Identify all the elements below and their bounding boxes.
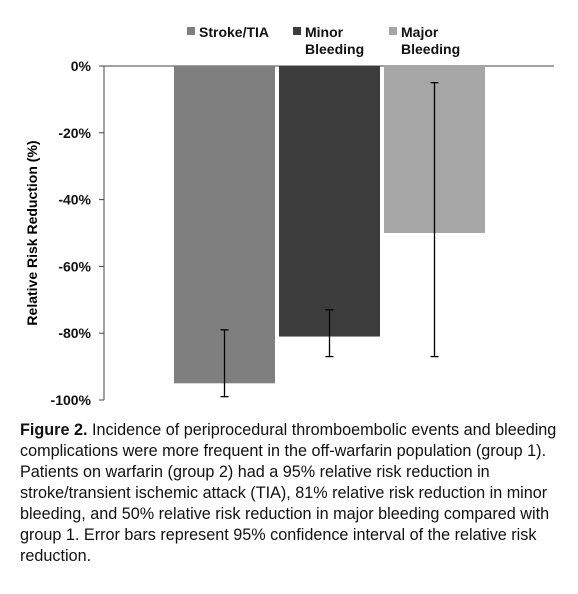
legend-label: Bleeding bbox=[401, 41, 460, 57]
figure-caption: Figure 2. Incidence of periprocedural th… bbox=[20, 420, 565, 567]
legend-swatch bbox=[389, 27, 397, 35]
caption-text: Incidence of periprocedural thromboembol… bbox=[20, 421, 557, 565]
error-bar bbox=[325, 309, 334, 358]
legend-swatch bbox=[187, 27, 195, 35]
legend-label: Minor bbox=[305, 24, 344, 40]
y-axis-ticks: 0% -20% -40% -60% -80% -100% bbox=[51, 58, 104, 408]
legend-label: Major bbox=[401, 24, 439, 40]
legend-item: Stroke/TIA bbox=[187, 24, 269, 40]
y-axis-title: Relative Risk Reduction (%) bbox=[24, 140, 40, 325]
error-bar bbox=[430, 82, 439, 358]
legend-swatch bbox=[293, 27, 301, 35]
legend-label: Stroke/TIA bbox=[199, 24, 269, 40]
bar bbox=[279, 66, 380, 337]
y-tick-label: 0% bbox=[71, 58, 92, 74]
bar-chart: Relative Risk Reduction (%) 0% -20% -40% -6… bbox=[24, 24, 554, 408]
y-tick-label: -80% bbox=[58, 325, 91, 341]
caption-label: Figure 2. bbox=[20, 421, 88, 439]
legend-label: Bleeding bbox=[305, 41, 364, 57]
error-bar bbox=[220, 329, 229, 398]
y-tick-label: -60% bbox=[58, 258, 91, 274]
y-tick-label: -100% bbox=[51, 392, 92, 408]
y-tick-label: -40% bbox=[58, 192, 91, 208]
error-bars bbox=[220, 82, 439, 398]
y-tick-label: -20% bbox=[58, 125, 91, 141]
